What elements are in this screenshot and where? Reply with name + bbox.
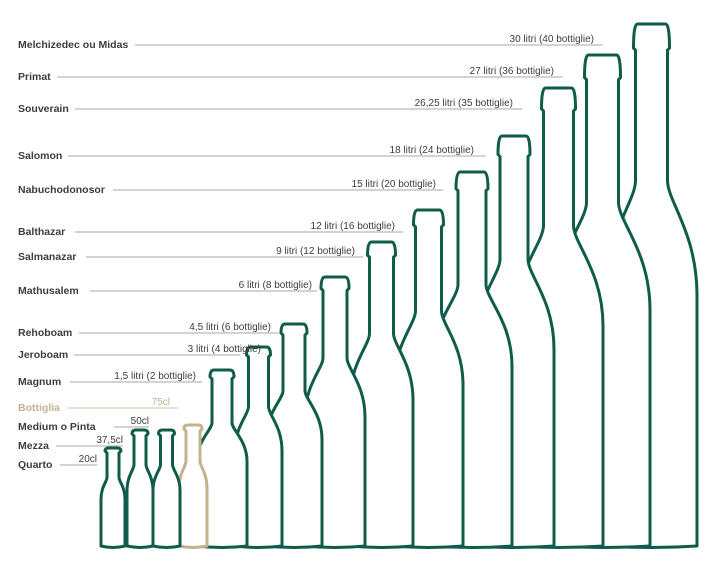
label-volume-jeroboam: 3 litri (4 bottiglie) bbox=[188, 344, 261, 355]
label-name-jeroboam: Jeroboam bbox=[18, 349, 68, 361]
label-name-quarto: Quarto bbox=[18, 459, 52, 471]
label-volume-melchizedec-ou-midas: 30 litri (40 bottiglie) bbox=[510, 34, 594, 45]
label-volume-quarto: 20cl bbox=[79, 454, 97, 465]
label-name-mezza: Mezza bbox=[18, 440, 49, 452]
label-name-mathusalem: Mathusalem bbox=[18, 285, 79, 297]
label-volume-mezza: 37,5cl bbox=[96, 435, 123, 446]
label-volume-balthazar: 12 litri (16 bottiglie) bbox=[311, 221, 395, 232]
label-name-salmanazar: Salmanazar bbox=[18, 251, 76, 263]
bottle-magnum bbox=[195, 368, 249, 549]
label-name-salomon: Salomon bbox=[18, 150, 62, 162]
label-volume-bottiglia: 75cl bbox=[152, 397, 170, 408]
label-name-nabuchodonosor: Nabuchodonosor bbox=[18, 184, 105, 196]
label-volume-rehoboam: 4,5 litri (6 bottiglie) bbox=[189, 322, 271, 333]
label-volume-mathusalem: 6 litri (8 bottiglie) bbox=[239, 280, 312, 291]
label-name-medium-o-pinta: Medium o Pinta bbox=[18, 421, 96, 433]
bottle-medium-o-pinta bbox=[151, 428, 182, 549]
bottle-mezza bbox=[125, 428, 155, 549]
label-volume-primat: 27 litri (36 bottiglie) bbox=[470, 66, 554, 77]
label-name-melchizedec-ou-midas: Melchizedec ou Midas bbox=[18, 39, 128, 51]
label-volume-magnum: 1,5 litri (2 bottiglie) bbox=[114, 371, 196, 382]
label-volume-souverain: 26,25 litri (35 bottiglie) bbox=[415, 98, 513, 109]
label-name-balthazar: Balthazar bbox=[18, 226, 65, 238]
label-name-bottiglia: Bottiglia bbox=[18, 402, 60, 414]
bottle-silhouettes bbox=[99, 22, 699, 549]
label-name-primat: Primat bbox=[18, 71, 51, 83]
label-volume-salmanazar: 9 litri (12 bottiglie) bbox=[276, 246, 355, 257]
label-name-souverain: Souverain bbox=[18, 103, 69, 115]
label-name-rehoboam: Rehoboam bbox=[18, 327, 72, 339]
label-volume-salomon: 18 litri (24 bottiglie) bbox=[390, 145, 474, 156]
label-volume-medium-o-pinta: 50cl bbox=[131, 416, 149, 427]
label-volume-nabuchodonosor: 15 litri (20 bottiglie) bbox=[352, 179, 436, 190]
bottle-quarto bbox=[99, 446, 127, 549]
bottle-bottiglia bbox=[177, 423, 209, 549]
label-name-magnum: Magnum bbox=[18, 376, 61, 388]
